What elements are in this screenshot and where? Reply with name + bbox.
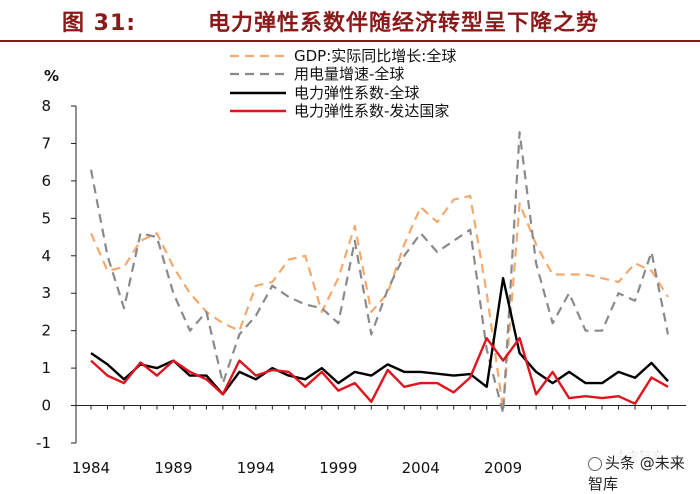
chart-series-layer	[89, 131, 670, 415]
series-line-3	[90, 277, 669, 396]
y-tick-label: 2	[41, 322, 51, 340]
y-tick-label: 1	[41, 359, 51, 377]
figure-number: 图 31:	[62, 11, 137, 36]
chart-legend: GDP:实际同比增长:全球用电量增速-全球电力弹性系数-全球电力弹性系数-发达国…	[230, 47, 456, 120]
x-tick-label: 1989	[154, 459, 192, 477]
y-tick-label: 3	[41, 284, 51, 302]
y-tick-label: 6	[41, 172, 51, 190]
watermark-text: 头条 @未来智库	[588, 454, 685, 493]
x-tick-label: 1994	[237, 459, 275, 477]
legend-label-2: 用电量增速-全球	[294, 65, 404, 83]
figure-title: 电力弹性系数伴随经济转型呈下降之势	[208, 11, 600, 36]
chart-axes: -1 0 1 2 3 4 5 6 7 8% 1984 1989 1994 1999 2004 2009	[36, 67, 686, 477]
legend-label-3: 电力弹性系数-全球	[294, 84, 419, 102]
watermark: 头条 @未来智库	[585, 452, 700, 494]
y-tick-label: 0	[41, 397, 51, 415]
y-tick-label: 5	[41, 209, 51, 227]
y-tick-label: -1	[36, 434, 51, 452]
y-unit-label: %	[44, 67, 59, 85]
legend-label-4: 电力弹性系数-发达国家	[294, 102, 449, 120]
line-chart: -1 0 1 2 3 4 5 6 7 8% 1984 1989 1994 1999 2004 2009 GDP…	[36, 47, 686, 477]
x-tick-label: 2004	[402, 459, 440, 477]
y-tick-label: 4	[41, 247, 51, 265]
figure-header: 图 31: 电力弹性系数伴随经济转型呈下降之势	[0, 0, 700, 42]
y-tick-label: 7	[41, 134, 51, 152]
watermark-logo-icon	[588, 456, 602, 471]
legend-label-1: GDP:实际同比增长:全球	[294, 47, 456, 65]
series-line-4	[90, 337, 669, 405]
x-tick-label: 1984	[72, 459, 110, 477]
x-tick-label: 2009	[484, 459, 522, 477]
series-line-2	[89, 131, 670, 415]
y-tick-label: 8	[41, 97, 51, 115]
x-tick-label: 1999	[319, 459, 357, 477]
series-line-1	[89, 194, 669, 411]
